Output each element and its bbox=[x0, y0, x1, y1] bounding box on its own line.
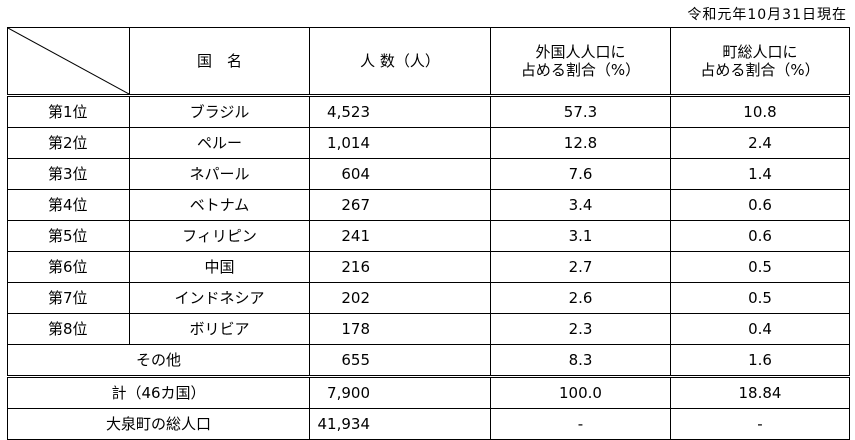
header-town-ratio-line1: 町総人口に bbox=[722, 43, 798, 61]
as-of-date: 令和元年10月31日現在 bbox=[687, 7, 847, 23]
town-pct-cell: 0.6 bbox=[670, 189, 850, 221]
country-cell: フィリピン bbox=[129, 220, 310, 252]
header-foreign-ratio-line1: 外国人人口に bbox=[535, 43, 626, 61]
country-cell: インドネシア bbox=[129, 282, 310, 314]
country-cell: ベトナム bbox=[129, 189, 310, 221]
foreign-pct-cell: 7.6 bbox=[490, 158, 671, 190]
foreign-pct-cell: 3.4 bbox=[490, 189, 671, 221]
rank-cell: 第8位 bbox=[7, 313, 130, 345]
town-pct-cell: 2.4 bbox=[670, 127, 850, 159]
foreign-pct-cell: 2.7 bbox=[490, 251, 671, 283]
town-population-foreign-pct: - bbox=[490, 408, 671, 440]
country-cell: 中国 bbox=[129, 251, 310, 283]
population-cell: 202 bbox=[309, 282, 491, 314]
total-foreign-pct: 100.0 bbox=[490, 375, 671, 409]
other-population: 655 bbox=[309, 344, 491, 377]
town-pct-cell: 0.6 bbox=[670, 220, 850, 252]
other-foreign-pct: 8.3 bbox=[490, 344, 671, 377]
rank-cell: 第4位 bbox=[7, 189, 130, 221]
table-row: 第3位 ネパール 604 7.6 1.4 bbox=[7, 158, 850, 190]
town-population-row: 大泉町の総人口 41,934 - - bbox=[7, 408, 850, 440]
rank-cell: 第3位 bbox=[7, 158, 130, 190]
total-label: 計（46カ国） bbox=[7, 375, 310, 409]
foreign-pct-cell: 2.6 bbox=[490, 282, 671, 314]
foreign-pct-cell: 3.1 bbox=[490, 220, 671, 252]
header-country: 国 名 bbox=[129, 27, 310, 96]
town-pct-cell: 1.4 bbox=[670, 158, 850, 190]
header-town-ratio: 町総人口に 占める割合（%） bbox=[670, 27, 850, 96]
town-pct-cell: 0.5 bbox=[670, 282, 850, 314]
rank-cell: 第7位 bbox=[7, 282, 130, 314]
table-row: 第8位 ボリビア 178 2.3 0.4 bbox=[7, 313, 850, 345]
town-population-value: 41,934 bbox=[309, 408, 491, 440]
header-row: 国 名 人 数（人） 外国人人口に 占める割合（%） 町総人口に 占める割合（%… bbox=[7, 27, 850, 96]
header-foreign-ratio: 外国人人口に 占める割合（%） bbox=[490, 27, 671, 96]
population-cell: 1,014 bbox=[309, 127, 491, 159]
table-row: 第7位 インドネシア 202 2.6 0.5 bbox=[7, 282, 850, 314]
foreign-population-table: 国 名 人 数（人） 外国人人口に 占める割合（%） 町総人口に 占める割合（%… bbox=[7, 27, 850, 440]
header-population: 人 数（人） bbox=[309, 27, 491, 96]
town-pct-cell: 0.4 bbox=[670, 313, 850, 345]
foreign-pct-cell: 57.3 bbox=[490, 95, 671, 128]
population-cell: 267 bbox=[309, 189, 491, 221]
other-town-pct: 1.6 bbox=[670, 344, 850, 377]
rank-cell: 第2位 bbox=[7, 127, 130, 159]
town-population-town-pct: - bbox=[670, 408, 850, 440]
foreign-pct-cell: 2.3 bbox=[490, 313, 671, 345]
country-cell: ペルー bbox=[129, 127, 310, 159]
table-row: 第2位 ペルー 1,014 12.8 2.4 bbox=[7, 127, 850, 159]
other-label: その他 bbox=[7, 344, 310, 377]
foreign-pct-cell: 12.8 bbox=[490, 127, 671, 159]
town-pct-cell: 0.5 bbox=[670, 251, 850, 283]
header-town-ratio-line2: 占める割合（%） bbox=[700, 61, 820, 79]
table-row: 第6位 中国 216 2.7 0.5 bbox=[7, 251, 850, 283]
rank-cell: 第5位 bbox=[7, 220, 130, 252]
rank-cell: 第1位 bbox=[7, 95, 130, 128]
country-cell: ネパール bbox=[129, 158, 310, 190]
rank-cell: 第6位 bbox=[7, 251, 130, 283]
table-row: 第1位 ブラジル 4,523 57.3 10.8 bbox=[7, 95, 850, 128]
header-foreign-ratio-line2: 占める割合（%） bbox=[520, 61, 641, 79]
population-cell: 216 bbox=[309, 251, 491, 283]
total-town-pct: 18.84 bbox=[670, 375, 850, 409]
table-row: 第4位 ベトナム 267 3.4 0.6 bbox=[7, 189, 850, 221]
total-row: 計（46カ国） 7,900 100.0 18.84 bbox=[7, 375, 850, 409]
country-cell: ブラジル bbox=[129, 95, 310, 128]
population-cell: 241 bbox=[309, 220, 491, 252]
town-population-label: 大泉町の総人口 bbox=[7, 408, 310, 440]
table-row: 第5位 フィリピン 241 3.1 0.6 bbox=[7, 220, 850, 252]
population-cell: 4,523 bbox=[309, 95, 491, 128]
diagonal-line bbox=[8, 28, 129, 94]
population-cell: 604 bbox=[309, 158, 491, 190]
country-cell: ボリビア bbox=[129, 313, 310, 345]
town-pct-cell: 10.8 bbox=[670, 95, 850, 128]
population-cell: 178 bbox=[309, 313, 491, 345]
diagonal-corner-cell bbox=[7, 27, 130, 96]
total-population: 7,900 bbox=[309, 375, 491, 409]
other-row: その他 655 8.3 1.6 bbox=[7, 344, 850, 377]
